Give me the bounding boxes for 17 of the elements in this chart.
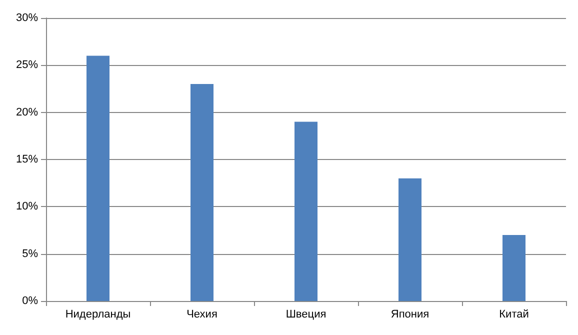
x-tick-label: Китай: [499, 308, 529, 320]
y-tick-label: 30%: [16, 12, 38, 24]
x-tick-label: Швеция: [286, 308, 326, 320]
y-tick-label: 5%: [22, 248, 38, 260]
bar: [398, 178, 422, 301]
x-tick-label: Япония: [390, 308, 430, 320]
x-tick-label: Нидерланды: [65, 308, 131, 320]
y-tick-label: 0%: [22, 295, 38, 307]
bar: [502, 234, 526, 301]
x-tick-label: Чехия: [186, 308, 218, 320]
bar: [190, 84, 214, 301]
y-tick-label: 10%: [16, 200, 38, 213]
bar: [86, 56, 110, 301]
y-tick-label: 15%: [16, 154, 38, 166]
y-tick-label: 20%: [16, 106, 38, 118]
y-tick-label: 25%: [16, 59, 38, 72]
bar: [294, 122, 318, 301]
